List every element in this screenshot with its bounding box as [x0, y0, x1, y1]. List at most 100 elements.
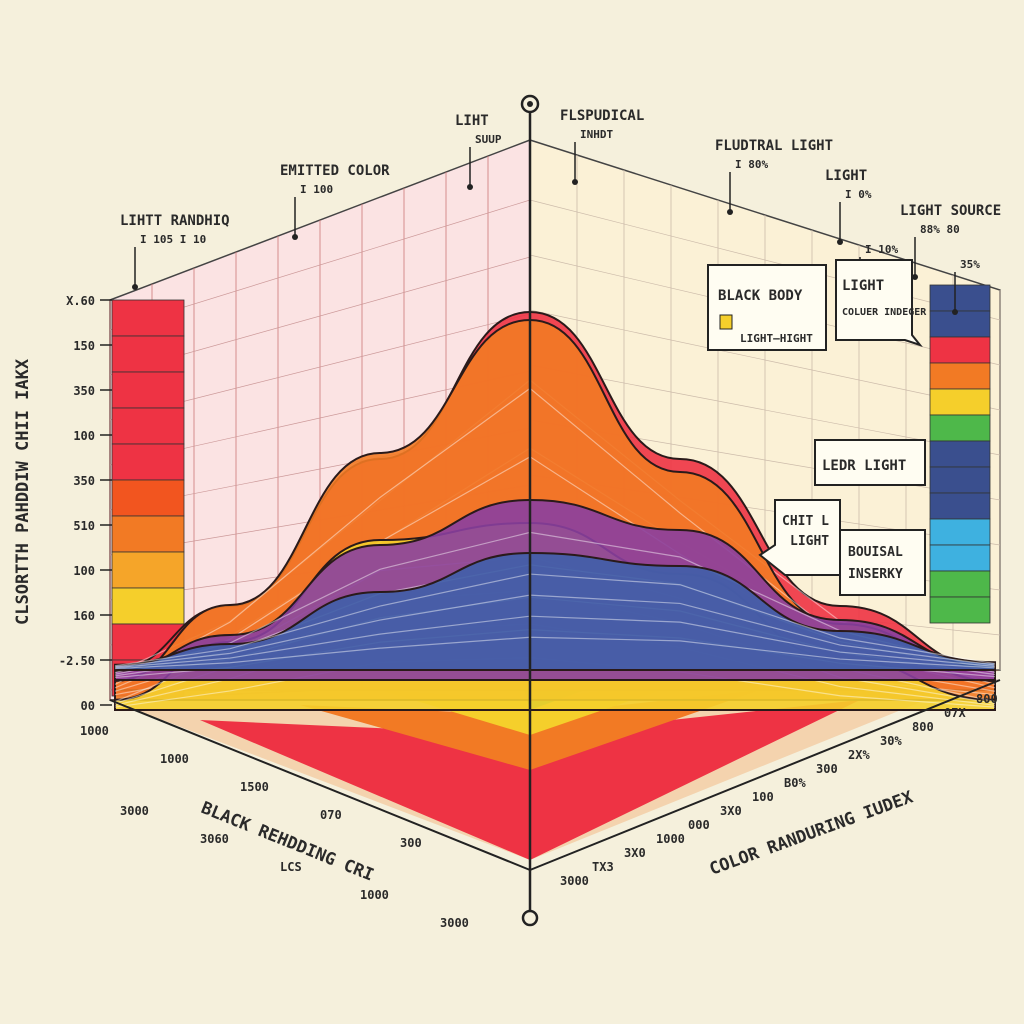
callout-title: EMITTED COLOR: [280, 163, 390, 179]
callout-sub: SUUP: [475, 133, 502, 146]
right-bar-cell: [929, 362, 991, 390]
right-bar-cell: [929, 518, 991, 546]
y-tick-label: X.60: [66, 294, 95, 308]
right-tick-label: 000: [688, 818, 710, 832]
left-tick-label: 1000: [360, 888, 389, 902]
callout-sub: I 0%: [845, 188, 872, 201]
callout-sub: INHDT: [580, 128, 613, 141]
callout-sub: 88% 80: [920, 223, 960, 236]
callout-title: LIGHT SOURCE: [900, 203, 1001, 219]
legend-swatch: [719, 314, 733, 330]
central-axis: [520, 94, 540, 927]
box-ledr-title: LEDR LIGHT: [822, 458, 906, 474]
right-bar-cell: [929, 388, 991, 416]
left-tick-label: 070: [320, 808, 342, 822]
left-tick-label: 300: [400, 836, 422, 850]
callout-title: LIHT: [455, 113, 489, 129]
right-bar-cell: [929, 544, 991, 572]
box-light-title: LIGHT: [842, 278, 884, 294]
left-tick-label: 1000: [80, 724, 109, 738]
callout-sub: I 100: [300, 183, 333, 196]
box-bouisal-sub: INSERKY: [848, 567, 903, 582]
box-light-sub: COLUER INDEGER: [842, 307, 927, 318]
callout-dot: [912, 274, 918, 280]
left-tick-label: 1000: [160, 752, 189, 766]
right-bar-cell: [929, 596, 991, 624]
axis-lines: [109, 679, 1001, 871]
callout-sub: I 80%: [735, 158, 768, 171]
left-bar-cell: [111, 551, 185, 589]
right-tick-label: TX3: [592, 860, 614, 874]
box-bouisal-title: BOUISAL: [848, 545, 903, 560]
callout-dot: [292, 234, 298, 240]
y-axis-ticks: X.60 150 350 100 350 510 100 160 -2.50 00: [59, 294, 112, 713]
callout-dot: [727, 209, 733, 215]
surfaces: [114, 310, 996, 711]
right-tick-label: 3X0: [624, 846, 646, 860]
right-bar-cell: [929, 440, 991, 468]
left-bar-cell: [111, 515, 185, 553]
y-tick-label: 00: [81, 699, 95, 713]
left-bar-cell: [111, 299, 185, 337]
right-tick-label: 100: [752, 790, 774, 804]
callout-dot: [952, 309, 958, 315]
box-chit-light: CHIT L LIGHT: [758, 499, 841, 576]
right-axis-label: COLOR RANDURING IUDEX: [707, 787, 917, 880]
right-tick-label: 300: [816, 762, 838, 776]
left-color-bar: [111, 299, 185, 697]
right-tick-label: B0%: [784, 776, 806, 790]
box-light-colour: LIGHT COLUER INDEGER: [835, 259, 927, 348]
right-tick-label: 800: [912, 720, 934, 734]
y-tick-label: 160: [73, 609, 95, 623]
box-bouisal: BOUISAL INSERKY: [839, 529, 926, 596]
right-color-bar: [929, 284, 991, 624]
callout-dot: [572, 179, 578, 185]
y-tick-label: 150: [73, 339, 95, 353]
left-bar-cell: [111, 335, 185, 373]
right-bar-cell: [929, 414, 991, 442]
left-tick-label: LCS: [280, 860, 302, 874]
callout-sub: I 105 I 10: [140, 233, 206, 246]
left-bar-cell: [111, 407, 185, 445]
left-floor-ticks: 1000 1000 1500 070 300 3000 3060 LCS 1000 3000: [80, 724, 469, 930]
left-tick-label: 3000: [120, 804, 149, 818]
box-chit-title: CHIT L: [782, 514, 829, 529]
left-bar-cell: [111, 443, 185, 481]
callout-title: LIGHT: [825, 168, 867, 184]
left-tick-label: 1500: [240, 780, 269, 794]
grid-line-right-h: [529, 309, 1001, 411]
left-bar-cell: [111, 587, 185, 625]
left-bar-cell: [111, 479, 185, 517]
callout-dot: [837, 239, 843, 245]
callout-title: FLSPUDICAL: [560, 108, 644, 124]
y-tick-label: 100: [73, 564, 95, 578]
callout-title: FLUDTRAL LIGHT: [715, 138, 833, 154]
box-black-body-item: LIGHT—HIGHT: [740, 332, 813, 345]
right-bar-cell: [929, 336, 991, 364]
y-axis-label: CLSORTTH PAHDDIW CHII IAKX: [13, 358, 33, 625]
right-bar-cell: [929, 492, 991, 520]
y-tick-label: 350: [73, 474, 95, 488]
right-bar-cell: [929, 284, 991, 312]
right-tick-label: 3X0: [720, 804, 742, 818]
y-tick-label: 510: [73, 519, 95, 533]
top-callouts: LIHTT RANDHIQ I 105 I 10 EMITTED COLOR I 10…: [120, 108, 1001, 315]
y-tick-label: -2.50: [59, 654, 95, 668]
y-tick-label: 350: [73, 384, 95, 398]
right-tick-label: 07X: [944, 706, 966, 720]
box-black-body-title: BLACK BODY: [718, 288, 803, 304]
callout-sub: 35%: [960, 258, 980, 271]
right-tick-label: 1000: [656, 832, 685, 846]
box-ledr-light: LEDR LIGHT: [814, 439, 926, 486]
box-black-body: BLACK BODY LIGHT—HIGHT: [707, 264, 827, 351]
box-chit-sub: LIGHT: [790, 534, 829, 549]
right-bar-cell: [929, 570, 991, 598]
right-tick-label: 2X%: [848, 748, 870, 762]
left-tick-label: 3000: [440, 916, 469, 930]
callout-sub: I 10%: [865, 243, 898, 256]
right-tick-label: 3000: [560, 874, 589, 888]
right-tick-label: 30%: [880, 734, 902, 748]
grid-line-right-h: [529, 199, 1001, 321]
